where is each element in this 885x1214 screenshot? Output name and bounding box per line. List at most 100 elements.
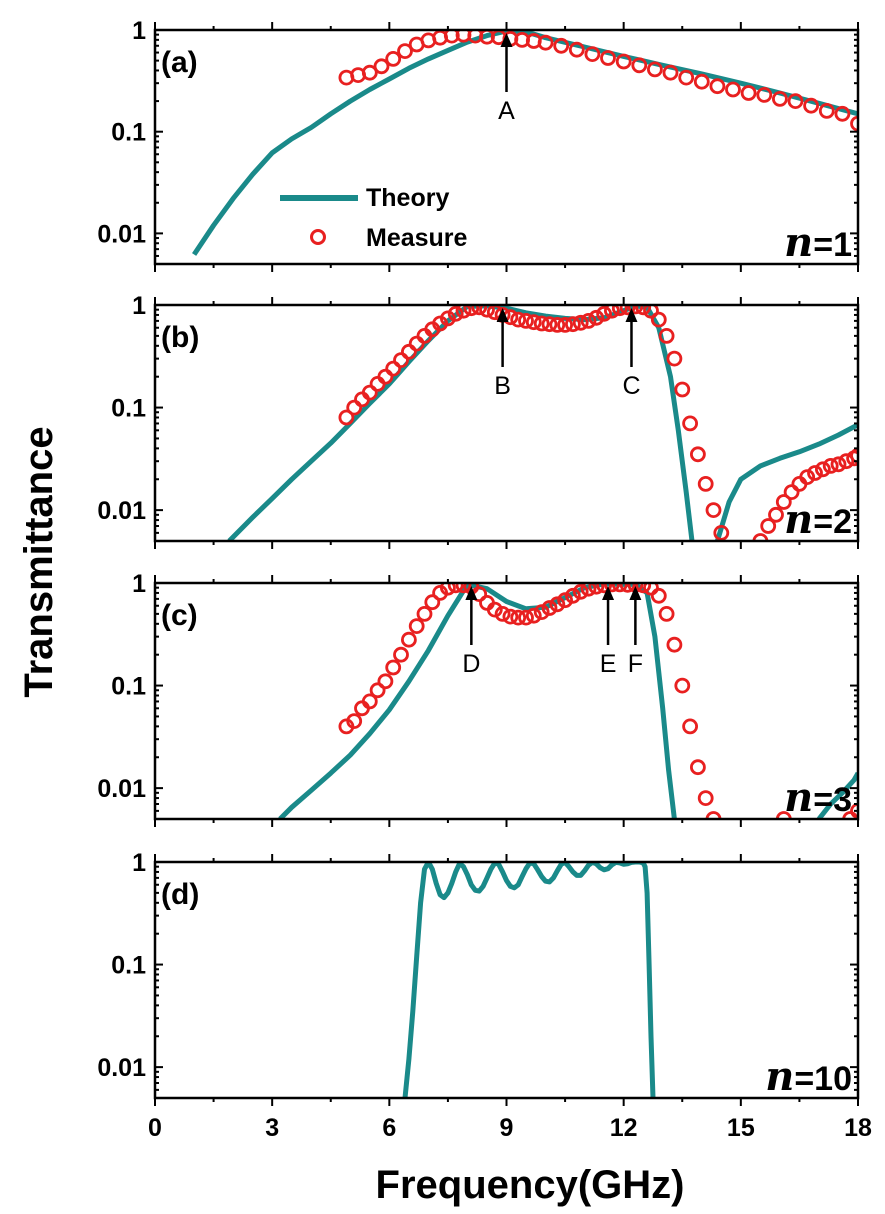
measure-point [557,592,573,609]
measure-point [690,446,706,463]
measure-point [643,583,659,596]
panel-label: (d) [161,878,199,911]
measure-point [553,37,570,54]
measure-point [518,312,534,329]
measure-point [697,790,714,806]
measure-point [393,352,409,369]
measure-point [756,87,773,103]
measure-point [830,456,847,473]
measure-point [565,316,581,333]
measure-point [768,506,784,523]
panel-c: 1 0.1 0.01 (c) n=3 D E F [97,570,860,827]
y-tick-label: 0.1 [111,673,146,701]
measure-point [627,305,644,315]
measure-point [682,415,698,432]
measure-point [557,316,573,333]
measure-point [584,46,601,62]
measure-point [572,314,589,331]
measure-point [818,103,835,119]
panel-b: 1 0.1 0.01 (b) n=2 B C [97,292,860,549]
measure-point [439,310,456,327]
theory-curve [715,422,858,541]
measure-point [369,682,386,699]
measure-point [471,305,488,316]
measure-point [709,78,726,95]
measure-point [502,608,519,625]
measure-point [525,314,542,331]
measure-point [850,115,858,132]
measure-point [338,409,355,426]
measure-point [568,41,585,58]
measure-point [643,305,659,319]
x-axis-title: Frequency(GHz) [376,1163,685,1207]
measure-point [674,677,691,694]
measure-point [604,305,620,319]
measure-point [346,713,363,729]
arrow-label: A [498,97,515,125]
measure-point [385,51,402,67]
measure-point [549,596,566,613]
measure-point [678,69,695,86]
measure-point [572,583,589,600]
measure-point [658,327,675,344]
measure-point [650,587,667,604]
measure-point [549,316,566,333]
measure-point [596,583,612,594]
measure-point [705,811,722,819]
measure-point [666,350,683,367]
measure-point [690,759,706,776]
arrow-head [500,33,513,47]
measure-point [447,305,464,322]
measure-point [533,604,550,620]
measure-point [525,607,542,624]
measure-point [611,583,628,593]
measure-point [662,64,679,81]
measure-point [361,384,378,401]
measure-point [842,811,858,819]
y-tick-label: 1 [132,570,146,598]
measure-point [631,57,648,74]
measure-point [393,646,409,663]
n-value: =2 [813,503,852,541]
y-tick-label: 0.1 [111,119,146,147]
measure-point [541,600,558,616]
x-tick-label: 9 [500,1114,514,1142]
measure-point [850,447,858,464]
measure-point [834,105,851,122]
measure-point [424,594,441,611]
measure-point [713,525,730,541]
panel-label: (a) [161,46,198,79]
measure-point [803,97,819,114]
measure-point [455,305,472,319]
measure-point [850,803,858,819]
n-label: n=10 [765,1053,852,1100]
measure-point [783,484,800,501]
y-tick-label: 1 [132,292,146,320]
measure-point [447,583,464,594]
y-tick-label: 0.01 [97,220,146,248]
measure-point [588,583,605,595]
measure-point [408,335,425,352]
measure-point [400,631,417,648]
measure-point [740,85,757,101]
y-tick-label: 0.01 [97,775,146,803]
theory-curve [192,30,858,256]
measure-point [697,475,714,492]
arrow-head [602,586,615,600]
measure-point [479,305,495,318]
arrow-label: B [494,372,511,400]
measure-point [775,494,792,510]
arrow-head [625,308,638,322]
measure-point [397,43,413,59]
n-value: =3 [813,781,852,819]
measure-point [486,601,503,618]
measure-point [408,618,425,634]
arrow-head [629,586,642,600]
measure-point [604,583,620,593]
panel-label: (c) [161,599,198,632]
measure-point [619,583,636,593]
panel-a: 1 0.1 0.01 (a) n=1 A [97,17,860,272]
measure-point [650,311,667,328]
x-tick-label: 18 [844,1114,872,1142]
